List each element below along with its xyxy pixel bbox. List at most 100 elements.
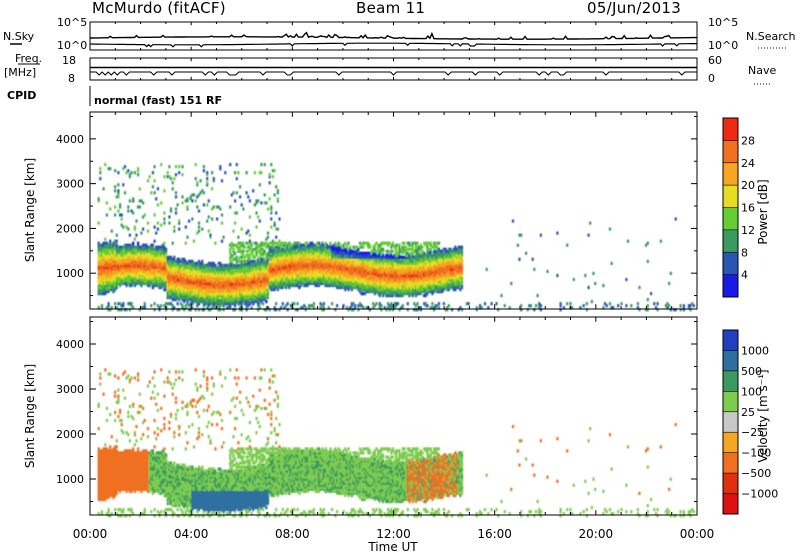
power-cell — [160, 263, 163, 267]
power-cell — [166, 259, 169, 263]
power-cell — [183, 265, 186, 269]
power-cell — [225, 273, 228, 278]
power-cell — [125, 257, 128, 261]
power-cell — [97, 292, 100, 296]
power-cell — [155, 255, 158, 259]
power-cell — [268, 181, 271, 185]
power-cell — [406, 275, 409, 280]
power-cell — [155, 277, 158, 282]
power-cell — [408, 271, 411, 275]
power-cell — [271, 253, 274, 257]
power-cell — [314, 281, 317, 286]
power-cell — [280, 273, 283, 278]
power-cell — [329, 261, 332, 265]
power-cell — [239, 277, 242, 282]
power-cell — [311, 261, 314, 265]
power-cell — [409, 257, 413, 261]
power-cell — [265, 237, 268, 241]
power-cell — [146, 257, 150, 261]
power-cell — [248, 233, 251, 237]
power-cell — [173, 296, 176, 300]
power-cell — [273, 261, 276, 265]
power-cell — [209, 277, 212, 282]
power-cell — [403, 241, 406, 245]
power-cell — [408, 255, 411, 259]
power-cell — [168, 283, 171, 288]
power-cell — [326, 255, 329, 259]
power-cell — [194, 271, 197, 275]
power-cell — [135, 263, 138, 267]
power-cell — [255, 273, 258, 278]
power-cell — [183, 283, 186, 288]
power-cell — [122, 167, 125, 171]
power-cell — [265, 296, 268, 300]
power-cell — [237, 271, 240, 275]
power-cell — [375, 279, 378, 284]
power-cell — [156, 271, 159, 275]
power-cell — [122, 245, 125, 249]
power-cell — [234, 265, 237, 269]
power-cell — [243, 259, 247, 263]
power-cell — [390, 263, 393, 267]
power-cell — [337, 279, 340, 284]
power-cell — [270, 288, 273, 292]
power-cell — [382, 273, 385, 278]
power-cell — [112, 281, 115, 286]
power-cell — [145, 281, 148, 286]
power-cell — [202, 273, 205, 278]
power-cell — [418, 279, 421, 284]
power-cell — [191, 263, 194, 267]
power-cell — [380, 243, 383, 247]
power-cell — [266, 290, 270, 294]
power-cell — [360, 275, 363, 280]
power-cell — [209, 263, 212, 267]
power-cell — [398, 257, 401, 261]
power-cell — [107, 259, 110, 263]
power-cell — [285, 253, 288, 257]
power-cell — [322, 245, 325, 249]
power-cell — [99, 277, 102, 282]
power-cell — [408, 281, 411, 286]
power-cell — [237, 245, 240, 249]
power-cell — [365, 255, 368, 259]
power-cell — [362, 271, 365, 275]
power-cell — [385, 257, 388, 261]
power-cell — [140, 275, 143, 280]
power-cell — [192, 288, 196, 292]
power-cell — [212, 269, 215, 273]
power-cell — [168, 277, 171, 282]
power-cell — [308, 306, 311, 310]
power-cell — [230, 290, 233, 294]
power-cell — [322, 275, 325, 280]
power-cell — [158, 267, 161, 271]
power-cell — [322, 279, 325, 284]
power-cell — [201, 298, 204, 302]
power-cell — [120, 247, 123, 251]
power-cell — [110, 273, 113, 278]
power-cell — [207, 283, 210, 288]
power-cell — [178, 227, 181, 231]
power-cell — [242, 271, 245, 275]
power-cell — [132, 243, 135, 247]
power-cell — [227, 302, 230, 306]
power-cell — [262, 261, 265, 265]
power-cell — [211, 296, 214, 300]
power-cell — [331, 249, 334, 253]
power-cell — [214, 288, 217, 292]
power-cell — [258, 269, 261, 273]
power-cell — [240, 277, 243, 282]
power-cell — [178, 261, 181, 265]
power-cell — [174, 265, 178, 269]
power-cell — [161, 265, 164, 269]
power-cell — [171, 285, 174, 290]
power-cell — [278, 245, 281, 249]
power-cell — [332, 279, 335, 284]
power-cell — [413, 277, 416, 282]
power-cell — [224, 296, 227, 300]
power-cell — [354, 263, 357, 267]
power-cell — [257, 302, 260, 306]
power-cell — [143, 247, 146, 251]
power-cell — [271, 259, 274, 263]
power-cell — [133, 277, 136, 282]
power-cell — [304, 267, 307, 271]
